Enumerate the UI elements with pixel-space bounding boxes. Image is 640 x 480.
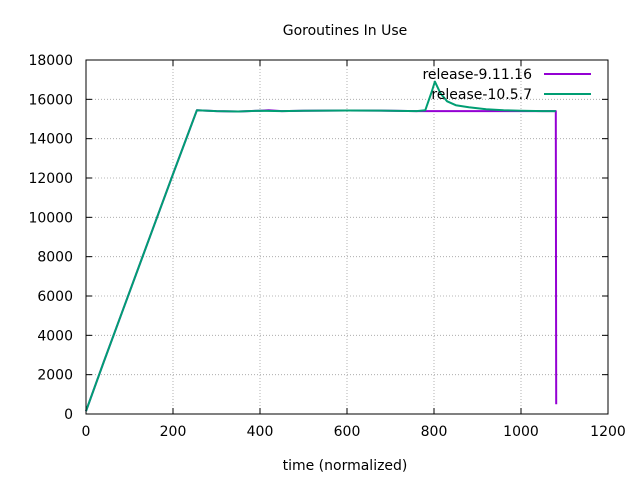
series-lines xyxy=(85,80,558,412)
y-axis: 0 2000 4000 6000 8000 10000 12000 14000 16000 180… xyxy=(28,53,608,423)
x-tick-label: 0 xyxy=(82,424,91,440)
grid xyxy=(86,60,608,414)
legend-label-2: release-10.5.7 xyxy=(431,87,532,103)
x-tick-label: 1200 xyxy=(590,424,626,440)
y-tick-label: 4000 xyxy=(37,328,73,344)
legend: release-9.11.16 release-10.5.7 xyxy=(422,67,591,103)
x-axis: 0 200 400 600 800 1000 1200 xyxy=(82,60,626,440)
y-tick-label: 6000 xyxy=(37,289,73,305)
y-tick-label: 8000 xyxy=(37,250,73,266)
series-line-1 xyxy=(85,109,558,412)
x-tick-label: 1000 xyxy=(503,424,539,440)
x-tick-label: 600 xyxy=(334,424,361,440)
y-tick-label: 0 xyxy=(64,407,73,423)
y-tick-label: 16000 xyxy=(28,92,73,108)
x-axis-label: time (normalized) xyxy=(283,458,408,474)
y-tick-label: 14000 xyxy=(28,132,73,148)
y-tick-label: 12000 xyxy=(28,171,73,187)
y-tick-label: 18000 xyxy=(28,53,73,69)
x-tick-label: 200 xyxy=(160,424,187,440)
chart-title: Goroutines In Use xyxy=(283,23,408,39)
x-tick-label: 800 xyxy=(421,424,448,440)
y-tick-label: 2000 xyxy=(37,368,73,384)
series-line-2 xyxy=(85,80,556,412)
legend-label-1: release-9.11.16 xyxy=(422,67,532,83)
x-tick-label: 400 xyxy=(247,424,274,440)
y-tick-label: 10000 xyxy=(28,210,73,226)
